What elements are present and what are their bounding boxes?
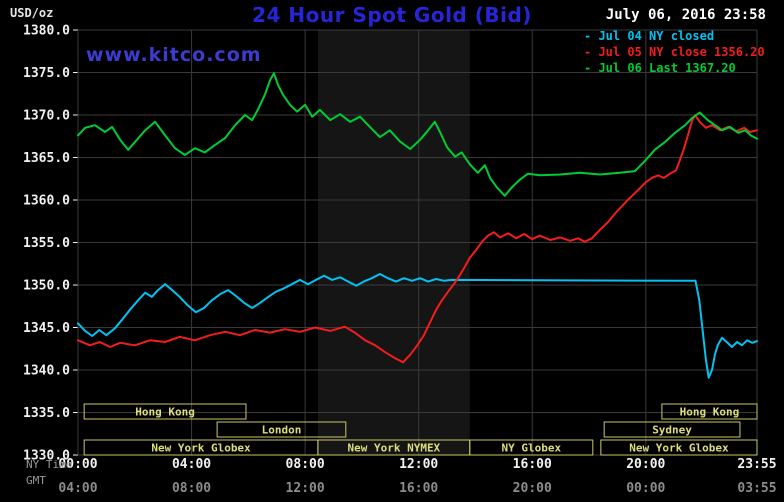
y-axis-label: 1345.0 (23, 321, 70, 336)
session-label: Hong Kong (135, 406, 195, 419)
y-axis-label: 1335.0 (23, 406, 70, 421)
x-axis-label-gmt: 04:00 (58, 481, 97, 496)
session-box (469, 439, 594, 456)
y-axis-label: 1350.0 (23, 279, 70, 294)
y-axis-label: 1380.0 (23, 24, 70, 39)
series-line-jul04 (77, 273, 758, 379)
session-box (600, 439, 758, 456)
session-box (216, 421, 347, 438)
x-axis-label-gmt: 03:55 (737, 481, 776, 496)
legend-item-jul06: - Jul 06 Last 1367.20 (584, 61, 736, 75)
chart-datetime: July 06, 2016 23:58 (605, 7, 766, 23)
session-box (603, 421, 741, 438)
session-label: Sydney (652, 424, 692, 437)
x-axis-label-gmt: 16:00 (399, 481, 438, 496)
legend-item-jul05: - Jul 05 NY close 1356.20 (584, 45, 765, 59)
legend: - Jul 04 NY closed - Jul 05 NY close 1356… (584, 28, 765, 76)
y-axis-label: 1355.0 (23, 236, 70, 251)
series-line-jul06 (77, 72, 758, 197)
series-line-jul05 (77, 114, 758, 364)
session-label: NY Globex (501, 442, 561, 455)
x-axis-row-label-gmt: GMT (26, 474, 46, 487)
session-label: New York Globex (151, 442, 251, 455)
kitco-watermark: www.kitco.com (86, 44, 262, 66)
legend-item-jul04: - Jul 04 NY closed (584, 29, 715, 43)
session-label: New York NYMEX (347, 442, 440, 455)
chart-title: 24 Hour Spot Gold (Bid) (252, 3, 532, 27)
y-axis-label: 1370.0 (23, 109, 70, 124)
session-box (83, 403, 247, 420)
y-axis-label: 1365.0 (23, 151, 70, 166)
x-axis-label-ny: 23:55 (737, 457, 776, 472)
session-label: New York Globex (629, 442, 729, 455)
x-axis-label-gmt: 20:00 (513, 481, 552, 496)
y-axis-label: 1375.0 (23, 66, 70, 81)
x-axis-label-gmt: 08:00 (172, 481, 211, 496)
session-label: London (262, 424, 302, 437)
session-box (661, 403, 758, 420)
x-axis-label-ny: 04:00 (172, 457, 211, 472)
y-axis-label: 1330.0 (23, 449, 70, 464)
x-axis-label-ny: 20:00 (626, 457, 665, 472)
x-axis-row-label-ny: NY Time (26, 458, 73, 471)
x-axis-label-gmt: 00:00 (626, 481, 665, 496)
session-label: Hong Kong (680, 406, 740, 419)
y-axis-label: 1360.0 (23, 194, 70, 209)
x-axis-label-ny: 08:00 (286, 457, 325, 472)
y-axis-label: 1340.0 (23, 364, 70, 379)
x-axis-label-ny: 16:00 (513, 457, 552, 472)
y-axis-units-label: USD/oz (10, 6, 54, 20)
x-axis-label-gmt: 12:00 (286, 481, 325, 496)
x-axis-label-ny: 00:00 (58, 457, 97, 472)
x-axis-label-ny: 12:00 (399, 457, 438, 472)
